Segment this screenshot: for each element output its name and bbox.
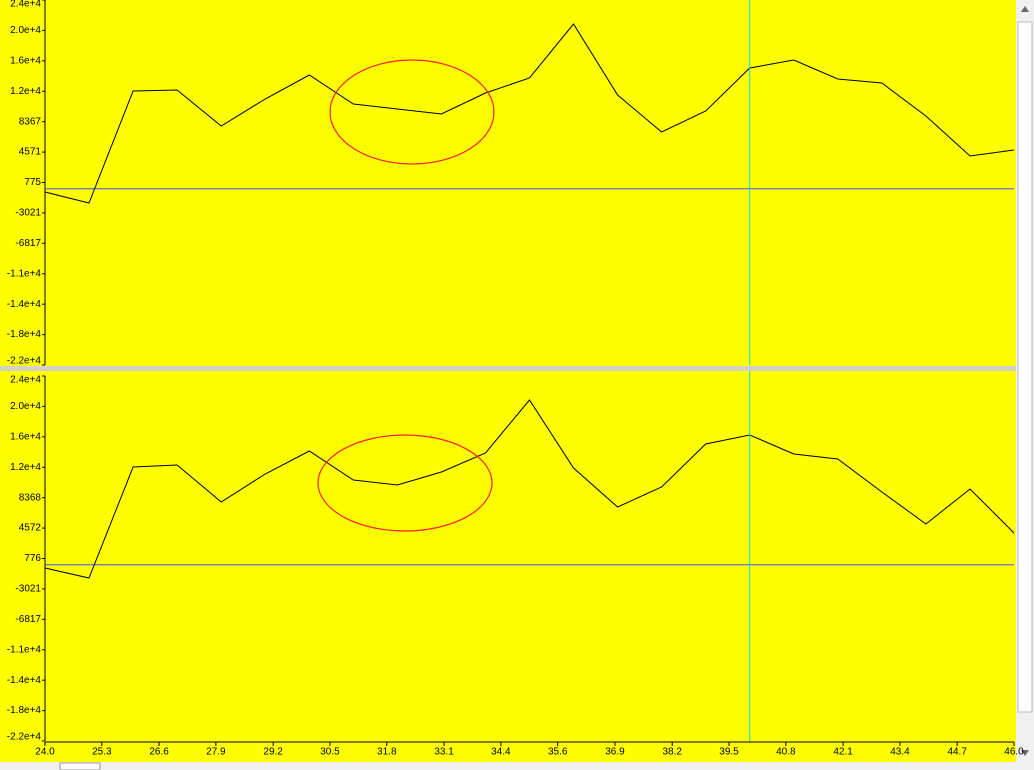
x-tick-label: 27.9 [206,747,226,758]
x-tick-label: 34.4 [491,747,511,758]
y-tick-label: 4571 [19,147,42,158]
panel-divider [0,366,1016,371]
y-tick-label: 2.0e+4 [10,401,41,412]
x-tick-label: 25.3 [92,747,112,758]
y-tick-label: 1.2e+4 [10,462,41,473]
series-line [44,399,1015,579]
plot-background [0,371,1016,762]
y-tick-label: -6817 [15,614,41,625]
x-tick-label: 30.5 [320,747,340,758]
y-tick-label: -2.2e+4 [7,356,42,367]
v-scroll-thumb[interactable] [1017,21,1033,713]
y-tick-label: 1.2e+4 [10,86,41,97]
x-tick-label: 39.5 [719,747,739,758]
x-tick-label: 29.2 [263,747,283,758]
x-tick-label: 33.1 [434,747,454,758]
y-tick-label: -3021 [15,584,41,595]
x-tick-label: 35.6 [548,747,568,758]
y-tick-label: -1.4e+4 [7,299,42,310]
y-tick-label: -1.1e+4 [7,644,42,655]
y-tick-label: 2.4e+4 [10,0,41,10]
y-tick-label: -1.1e+4 [7,268,42,279]
highlight-ellipse [317,434,493,532]
y-tick-label: -2.2e+4 [7,732,42,743]
y-tick-label: 2.4e+4 [10,375,41,386]
y-tick-label: 775 [24,177,41,188]
plot-background [0,0,1016,366]
y-tick-label: 8368 [19,492,42,503]
y-tick-label: -6817 [15,238,41,249]
y-tick-label: -3021 [15,208,41,219]
scroll-up[interactable] [1021,6,1029,12]
y-tick-label: 776 [24,553,41,564]
y-tick-label: 1.6e+4 [10,55,41,66]
highlight-ellipse [329,59,495,165]
x-tick-label: 38.2 [662,747,682,758]
x-tick-label: 44.7 [947,747,967,758]
h-scroll-thumb[interactable] [59,762,101,770]
y-tick-label: -1.4e+4 [7,675,42,686]
x-tick-label: 43.4 [890,747,910,758]
x-tick-label: 42.1 [833,747,853,758]
x-tick-label: 40.8 [776,747,796,758]
y-tick-label: -1.8e+4 [7,329,42,340]
y-tick-label: 4572 [19,523,42,534]
h-scrollbar[interactable] [0,762,1016,770]
x-tick-label: 31.8 [377,747,397,758]
x-tick-label: 24.0 [35,747,55,758]
y-tick-label: -1.8e+4 [7,705,42,716]
x-tick-label: 36.9 [605,747,625,758]
x-tick-label: 26.6 [149,747,169,758]
scroll-down[interactable] [1021,750,1029,756]
x-tick-label: 46.0 [1004,747,1024,758]
series-line [44,23,1015,204]
y-tick-label: 2.0e+4 [10,25,41,36]
y-tick-label: 8367 [19,116,42,127]
y-tick-label: 1.6e+4 [10,431,41,442]
